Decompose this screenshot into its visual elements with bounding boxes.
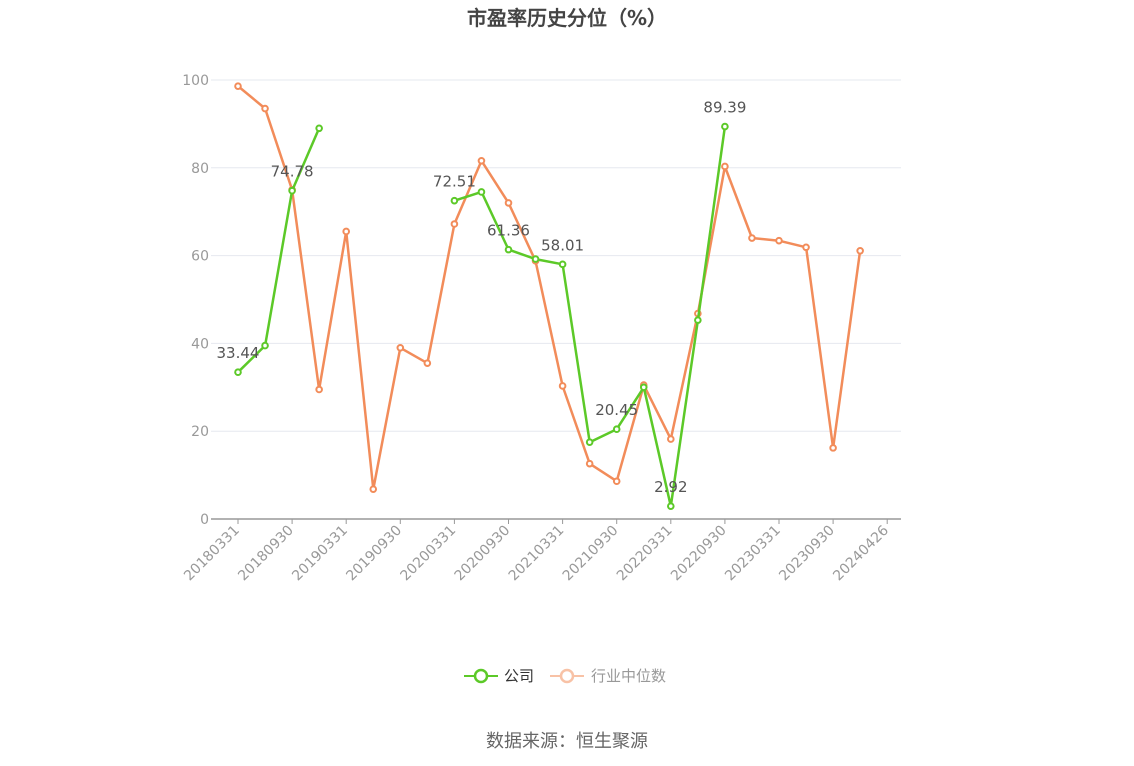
y-tick-label: 60 xyxy=(191,249,209,265)
series-line xyxy=(237,85,862,491)
legend-item-company[interactable]: 公司 xyxy=(464,667,534,685)
legend-industry-marker xyxy=(559,668,575,684)
data-point[interactable] xyxy=(450,220,459,228)
data-point[interactable] xyxy=(612,425,621,434)
y-tick-label: 100 xyxy=(182,73,209,89)
legend-item-industry[interactable]: 行业中位数 xyxy=(550,667,666,685)
data-point[interactable] xyxy=(775,236,783,245)
data-point[interactable] xyxy=(261,104,269,113)
data-point[interactable] xyxy=(315,124,323,133)
chart-title: 市盈率历史分位（%） xyxy=(467,6,667,30)
data-label: 74.78 xyxy=(271,163,314,181)
data-point[interactable] xyxy=(802,243,810,252)
data-point[interactable] xyxy=(667,435,675,443)
data-point[interactable] xyxy=(721,122,729,131)
data-point[interactable] xyxy=(856,246,864,255)
data-label: 20.45 xyxy=(595,401,638,419)
x-tick-label: 20230930 xyxy=(776,523,838,585)
data-point[interactable] xyxy=(721,162,729,171)
legend-company-label: 公司 xyxy=(504,667,534,685)
data-label: 2.92 xyxy=(654,478,687,496)
x-tick-label: 20230331 xyxy=(722,523,784,585)
legend-industry-label: 行业中位数 xyxy=(591,667,666,685)
x-tick-label: 20240426 xyxy=(830,522,892,584)
data-point[interactable] xyxy=(477,188,486,196)
data-label: 33.44 xyxy=(217,344,260,362)
x-tick-label: 20220331 xyxy=(614,523,676,585)
y-tick-label: 20 xyxy=(191,424,209,440)
grid xyxy=(211,79,901,432)
data-label: 89.39 xyxy=(703,99,746,117)
data-point[interactable] xyxy=(531,255,540,263)
data-point[interactable] xyxy=(342,227,351,236)
data-point[interactable] xyxy=(369,485,378,493)
axes: 0 20 40 60 80 100 2018033120180930201903312019… xyxy=(181,73,901,584)
x-tick-label: 20180331 xyxy=(181,523,243,585)
data-point[interactable] xyxy=(315,385,323,394)
data-point[interactable] xyxy=(585,459,594,468)
data-point[interactable] xyxy=(504,199,513,207)
data-label: 61.36 xyxy=(487,222,530,240)
data-point[interactable] xyxy=(639,383,648,392)
x-tick-label: 20210331 xyxy=(506,523,568,585)
data-point[interactable] xyxy=(396,343,405,352)
x-tick-label: 20190331 xyxy=(289,523,351,585)
legend-company-marker xyxy=(473,668,489,684)
data-point[interactable] xyxy=(234,82,242,90)
x-tick-label: 20200930 xyxy=(452,523,514,585)
series-industry-median xyxy=(234,82,864,493)
data-point[interactable] xyxy=(504,245,513,254)
data-point[interactable] xyxy=(558,260,567,269)
data-point[interactable] xyxy=(748,234,756,242)
x-tick-label: 20210930 xyxy=(560,523,622,585)
data-point[interactable] xyxy=(612,477,621,486)
y-tick-label: 40 xyxy=(191,336,209,352)
series-layer xyxy=(234,82,864,510)
data-point[interactable] xyxy=(234,368,242,376)
legend[interactable]: 公司 行业中位数 xyxy=(464,667,666,685)
data-point[interactable] xyxy=(585,438,594,446)
x-tick-label: 20220930 xyxy=(668,523,730,585)
data-point[interactable] xyxy=(261,341,269,350)
data-point[interactable] xyxy=(558,382,567,390)
data-source: 数据来源：恒生聚源 xyxy=(486,731,648,752)
x-tick-label: 20200331 xyxy=(398,523,460,585)
x-tick-label: 20180930 xyxy=(235,523,297,585)
series-company xyxy=(234,122,729,510)
data-label: 72.51 xyxy=(433,173,476,191)
data-label: 58.01 xyxy=(541,236,584,254)
y-tick-label: 80 xyxy=(191,161,209,177)
data-point[interactable] xyxy=(288,186,296,195)
x-tick-label: 20190930 xyxy=(343,523,405,585)
y-tick-label: 0 xyxy=(200,512,209,528)
data-labels: 33.44 74.78 72.51 61.36 58.01 20.45 2.92 89.39 xyxy=(217,99,747,497)
data-point[interactable] xyxy=(829,444,837,452)
data-point[interactable] xyxy=(477,156,486,165)
data-point[interactable] xyxy=(667,502,675,510)
data-point[interactable] xyxy=(694,316,702,324)
series-line xyxy=(237,126,727,508)
data-point[interactable] xyxy=(423,359,432,367)
data-point[interactable] xyxy=(450,196,459,205)
